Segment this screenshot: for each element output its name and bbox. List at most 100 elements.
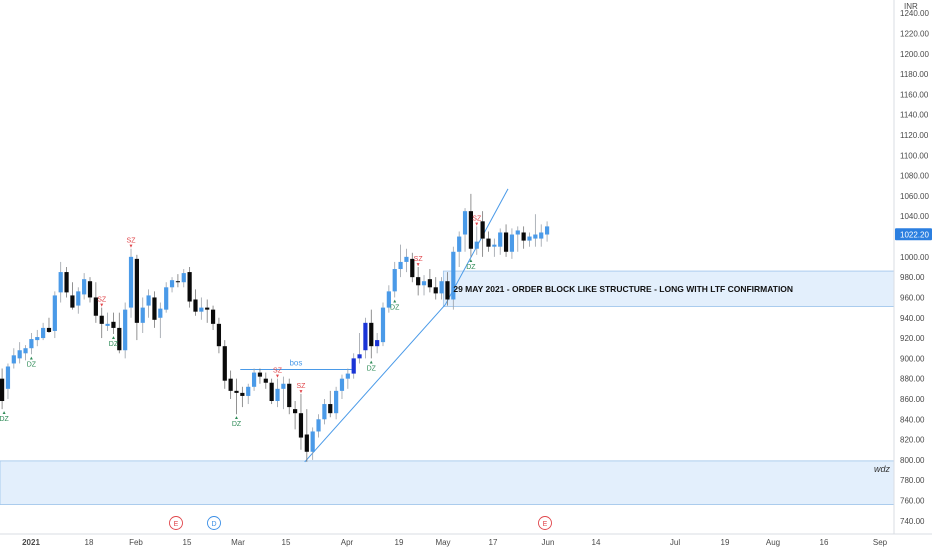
candle[interactable] [386, 285, 391, 313]
candle[interactable] [503, 224, 509, 257]
candle[interactable] [117, 312, 122, 354]
earnings-marker[interactable]: E [538, 516, 552, 530]
candle[interactable] [357, 332, 362, 364]
candle[interactable] [58, 261, 63, 303]
candle[interactable] [293, 401, 298, 430]
candle[interactable] [11, 348, 16, 369]
candle[interactable] [251, 368, 257, 391]
candle[interactable] [263, 372, 268, 389]
candle[interactable] [29, 332, 34, 355]
candle[interactable] [492, 238, 497, 257]
candle[interactable] [82, 273, 87, 300]
candle[interactable] [433, 277, 438, 300]
candle[interactable] [310, 427, 315, 460]
candle[interactable] [76, 287, 81, 314]
candle[interactable] [134, 254, 139, 341]
candle[interactable] [380, 302, 386, 347]
candle[interactable] [5, 363, 11, 399]
candle[interactable] [216, 317, 222, 354]
candle[interactable] [339, 374, 345, 399]
candle[interactable] [193, 289, 198, 316]
candle[interactable] [509, 228, 515, 259]
dividend-marker[interactable]: D [207, 516, 221, 530]
candle[interactable] [175, 274, 180, 288]
candle[interactable] [275, 378, 280, 408]
candle[interactable] [64, 267, 69, 298]
candle[interactable] [498, 228, 503, 255]
candle[interactable] [246, 383, 251, 405]
candle[interactable] [41, 322, 46, 341]
candle[interactable] [328, 390, 333, 418]
candle[interactable] [527, 232, 532, 247]
candle[interactable] [287, 378, 292, 415]
earnings-marker[interactable]: E [169, 516, 183, 530]
candle[interactable] [152, 291, 157, 328]
candle[interactable] [46, 317, 52, 333]
candle[interactable] [445, 272, 450, 306]
candle[interactable] [544, 221, 550, 242]
candle[interactable] [298, 393, 304, 450]
candle[interactable] [146, 289, 151, 318]
candle[interactable] [70, 282, 75, 310]
candle[interactable] [462, 208, 468, 252]
candle[interactable] [222, 340, 227, 389]
candle[interactable] [187, 267, 192, 308]
candle[interactable] [539, 224, 544, 247]
wdz-zone[interactable] [0, 460, 895, 505]
candle[interactable] [398, 244, 403, 278]
trendline-1[interactable] [304, 304, 446, 463]
candle[interactable] [451, 246, 456, 310]
candle[interactable] [210, 305, 216, 330]
candle[interactable] [363, 317, 368, 359]
order-block-zone[interactable] [442, 270, 895, 307]
candle[interactable] [240, 386, 245, 408]
candle[interactable] [99, 307, 104, 339]
candle[interactable] [164, 282, 169, 313]
candle[interactable] [416, 267, 421, 296]
candle[interactable] [322, 398, 327, 425]
candle[interactable] [375, 332, 380, 354]
candle[interactable] [421, 275, 427, 296]
candle[interactable] [392, 261, 397, 298]
candle[interactable] [228, 370, 233, 399]
candle[interactable] [480, 211, 485, 257]
candle[interactable] [52, 291, 57, 339]
candle[interactable] [181, 269, 186, 288]
candle[interactable] [123, 302, 128, 359]
candle[interactable] [281, 376, 286, 410]
candle[interactable] [521, 226, 526, 249]
candle[interactable] [515, 226, 520, 252]
candle[interactable] [369, 309, 374, 359]
candle[interactable] [128, 248, 134, 318]
candle[interactable] [345, 368, 350, 389]
candle[interactable] [111, 312, 116, 335]
candle[interactable] [404, 248, 409, 273]
candle[interactable] [234, 378, 239, 415]
candle[interactable] [169, 277, 175, 293]
candle[interactable] [23, 345, 28, 361]
candle[interactable] [269, 378, 274, 405]
candle[interactable] [35, 329, 40, 347]
candle[interactable] [410, 252, 415, 283]
candle[interactable] [486, 231, 491, 252]
candle[interactable] [457, 231, 462, 267]
candle[interactable] [468, 193, 473, 257]
candle[interactable] [439, 277, 444, 300]
candle[interactable] [257, 368, 263, 384]
candle[interactable] [105, 312, 110, 331]
candle[interactable] [427, 269, 432, 293]
candle[interactable] [93, 282, 98, 323]
candle[interactable] [158, 302, 163, 339]
candle[interactable] [140, 297, 145, 333]
candle[interactable] [0, 368, 5, 410]
candle[interactable] [316, 414, 321, 438]
candle[interactable] [205, 299, 210, 323]
candle[interactable] [334, 386, 339, 420]
candle[interactable] [199, 297, 204, 320]
candle[interactable] [87, 277, 93, 303]
candle[interactable] [474, 226, 479, 255]
candle[interactable] [304, 409, 309, 462]
candle[interactable] [533, 214, 538, 247]
candle[interactable] [17, 342, 22, 364]
